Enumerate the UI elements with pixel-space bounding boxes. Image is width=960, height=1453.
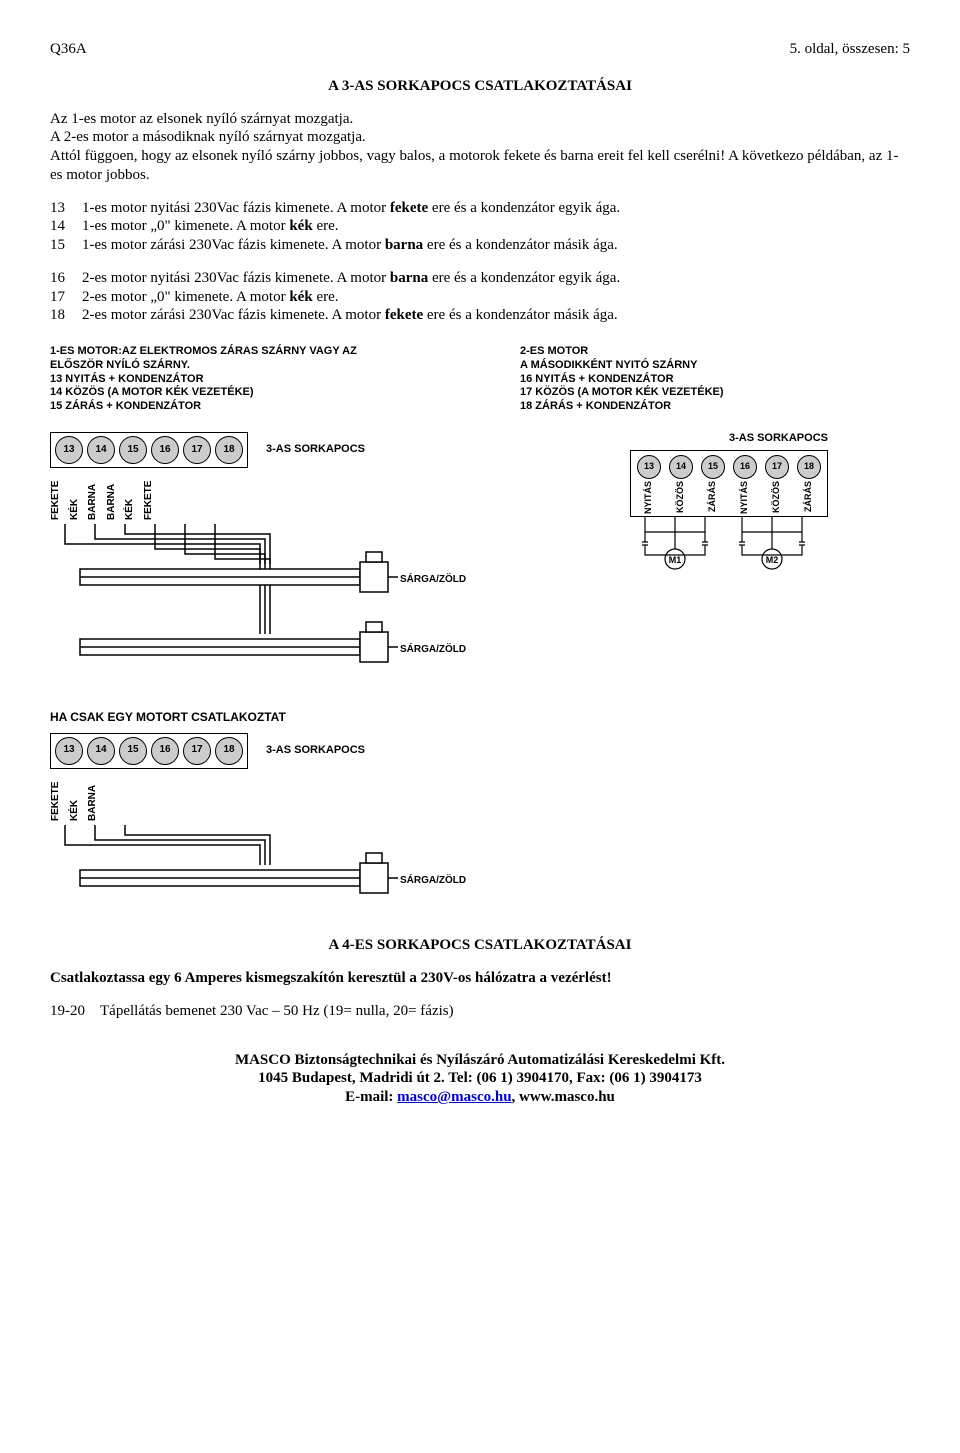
list-item: 14 1-es motor „0" kimenete. A motor kék … [50,217,910,236]
terminal: 13 [55,737,83,765]
strip-caption: 3-AS SORKAPOCS [630,432,828,446]
wire-labels-single: FEKETE KÉK BARNA [50,771,910,821]
footer-contact: E-mail: masco@masco.hu, www.masco.hu [345,1089,615,1105]
single-motor-drawing: SÁRGA/ZÖLD [50,825,510,905]
strip-caption: 3-AS SORKAPOCS [266,744,365,758]
page-header: Q36A 5. oldal, összesen: 5 [50,40,910,59]
single-motor-title: HA CSAK EGY MOTORT CSATLAKOZTAT [50,710,910,725]
terminal: 18 [215,436,243,464]
item-num: 14 [50,217,82,236]
intro-line-1: Az 1-es motor az elsonek nyíló szárnyat … [50,111,353,127]
item-num: 18 [50,306,82,325]
wire-label: KÉK [124,470,137,520]
terminal: 15 [119,737,147,765]
section-title-4as: A 4-ES SORKAPOCS CSATLAKOZTATÁSAI [50,936,910,955]
wire-label: FEKETE [143,470,156,520]
list-item: 13 1-es motor nyitási 230Vac fázis kimen… [50,199,910,218]
ground-label: SÁRGA/ZÖLD [400,873,466,886]
para-230v: Csatlakoztassa egy 6 Amperes kismegszakí… [50,969,910,988]
list-item: 19-20 Tápellátás bemenet 230 Vac – 50 Hz… [50,1002,910,1021]
wire-label: BARNA [87,771,100,821]
page-number: 5. oldal, összesen: 5 [790,40,910,59]
terminal-strip: 13 14 15 16 17 18 [50,432,248,468]
terminal: 14 [87,737,115,765]
diagram-right-schematic: 3-AS SORKAPOCS 13NYITÁS 14KÖZÖS 15ZÁRÁS … [630,432,828,583]
footer-email-link[interactable]: masco@masco.hu [397,1089,511,1105]
diagram-left: 13 14 15 16 17 18 3-AS SORKAPOCS FEKETE … [50,432,510,680]
wire-label: BARNA [106,470,119,520]
terminal: 14 [87,436,115,464]
terminal-list-power: 19-20 Tápellátás bemenet 230 Vac – 50 Hz… [50,1002,910,1021]
item-text: 1-es motor zárási 230Vac fázis kimenete.… [82,236,618,255]
item-text: Tápellátás bemenet 230 Vac – 50 Hz (19= … [100,1002,454,1021]
motor-labels-row: 1-ES MOTOR:AZ ELEKTROMOS ZÁRAS SZÁRNY VA… [50,345,910,414]
ground-label: SÁRGA/ZÖLD [400,572,466,585]
wiring-diagram-dual: 1-ES MOTOR:AZ ELEKTROMOS ZÁRAS SZÁRNY VA… [50,345,910,910]
intro-paragraph: Az 1-es motor az elsonek nyíló szárnyat … [50,110,910,185]
wire-label: FEKETE [50,771,63,821]
item-text: 2-es motor zárási 230Vac fázis kimenete.… [82,306,618,325]
page-footer: MASCO Biztonságtechnikai és Nyílászáró A… [50,1051,910,1107]
wire-label: FEKETE [50,470,63,520]
wire-label: KÉK [69,771,82,821]
list-item: 16 2-es motor nyitási 230Vac fázis kimen… [50,269,910,288]
terminal-list-motor1: 13 1-es motor nyitási 230Vac fázis kimen… [50,199,910,255]
strip-caption: 3-AS SORKAPOCS [266,443,365,457]
wire-label: KÉK [69,470,82,520]
list-item: 17 2-es motor „0" kimenete. A motor kék … [50,288,910,307]
terminal: 13 [55,436,83,464]
terminal-strip-single: 13 14 15 16 17 18 [50,733,248,769]
item-text: 1-es motor „0" kimenete. A motor kék ere… [82,217,339,236]
section-title-3as: A 3-AS SORKAPOCS CSATLAKOZTATÁSAI [50,77,910,96]
terminal: 16 [151,737,179,765]
wire-label: BARNA [87,470,100,520]
footer-company: MASCO Biztonságtechnikai és Nyílászáró A… [235,1052,725,1068]
footer-address: 1045 Budapest, Madridi út 2. Tel: (06 1)… [258,1070,702,1086]
motor1-label: 1-ES MOTOR:AZ ELEKTROMOS ZÁRAS SZÁRNY VA… [50,345,370,414]
terminal: 17 [183,436,211,464]
terminal: 15 [119,436,147,464]
terminal: 18 [215,737,243,765]
schematic-motors: M1 M2 [630,517,825,577]
list-item: 15 1-es motor zárási 230Vac fázis kimene… [50,236,910,255]
terminal: 16 [151,436,179,464]
svg-text:M1: M1 [669,555,682,565]
terminal-list-motor2: 16 2-es motor nyitási 230Vac fázis kimen… [50,269,910,325]
terminal: 17 [183,737,211,765]
intro-line-3: Attól függoen, hogy az elsonek nyíló szá… [50,148,898,183]
ground-label: SÁRGA/ZÖLD [400,642,466,655]
item-num: 13 [50,199,82,218]
motor-drawing: SÁRGA/ZÖLD SÁRGA/ZÖLD [50,524,510,674]
intro-line-2: A 2-es motor a másodiknak nyíló szárnyat… [50,129,366,145]
schematic-box: 13NYITÁS 14KÖZÖS 15ZÁRÁS 16NYITÁS 17KÖZÖ… [630,450,828,517]
item-text: 2-es motor nyitási 230Vac fázis kimenete… [82,269,620,288]
diagram-single: 13 14 15 16 17 18 3-AS SORKAPOCS FEKETE … [50,733,910,911]
list-item: 18 2-es motor zárási 230Vac fázis kimene… [50,306,910,325]
item-num: 16 [50,269,82,288]
page-code: Q36A [50,40,87,59]
item-text: 1-es motor nyitási 230Vac fázis kimenete… [82,199,620,218]
item-num: 17 [50,288,82,307]
item-num: 15 [50,236,82,255]
motor2-label: 2-ES MOTOR A MÁSODIKKÉNT NYITÓ SZÁRNY 16… [520,345,840,414]
wire-labels: FEKETE KÉK BARNA BARNA KÉK FEKETE [50,470,510,520]
item-num: 19-20 [50,1002,100,1021]
svg-text:M2: M2 [766,555,779,565]
item-text: 2-es motor „0" kimenete. A motor kék ere… [82,288,339,307]
